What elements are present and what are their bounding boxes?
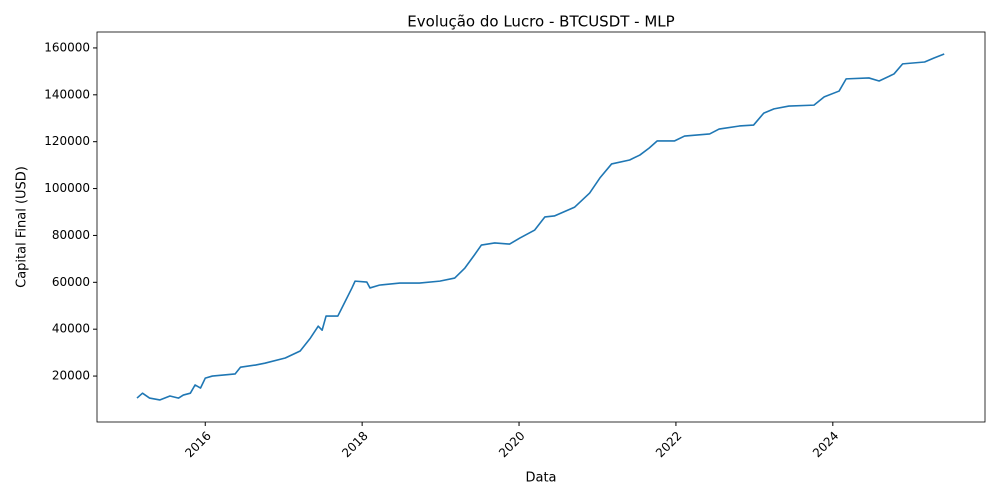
y-tick-label: 140000 — [44, 87, 90, 101]
y-tick-label: 60000 — [52, 275, 90, 289]
x-tick-label: 2020 — [496, 429, 527, 460]
line — [136, 53, 945, 401]
y-tick-label: 100000 — [44, 181, 90, 195]
y-axis-label: Capital Final (USD) — [15, 166, 30, 288]
y-tick-label: 120000 — [44, 134, 90, 148]
chart-title: Evolução do Lucro - BTCUSDT - MLP — [407, 13, 674, 31]
x-tick-label: 2022 — [653, 429, 684, 460]
y-tick-label: 80000 — [52, 228, 90, 242]
x-tick-label: 2024 — [810, 429, 841, 460]
y-tick-label: 20000 — [52, 369, 90, 383]
x-axis-label: Data — [525, 471, 556, 486]
y-tick-label: 40000 — [52, 322, 90, 336]
x-tick-label: 2016 — [182, 429, 213, 460]
y-tick-label: 160000 — [44, 40, 90, 54]
plot-frame — [96, 31, 986, 423]
x-tick-label: 2018 — [339, 429, 370, 460]
